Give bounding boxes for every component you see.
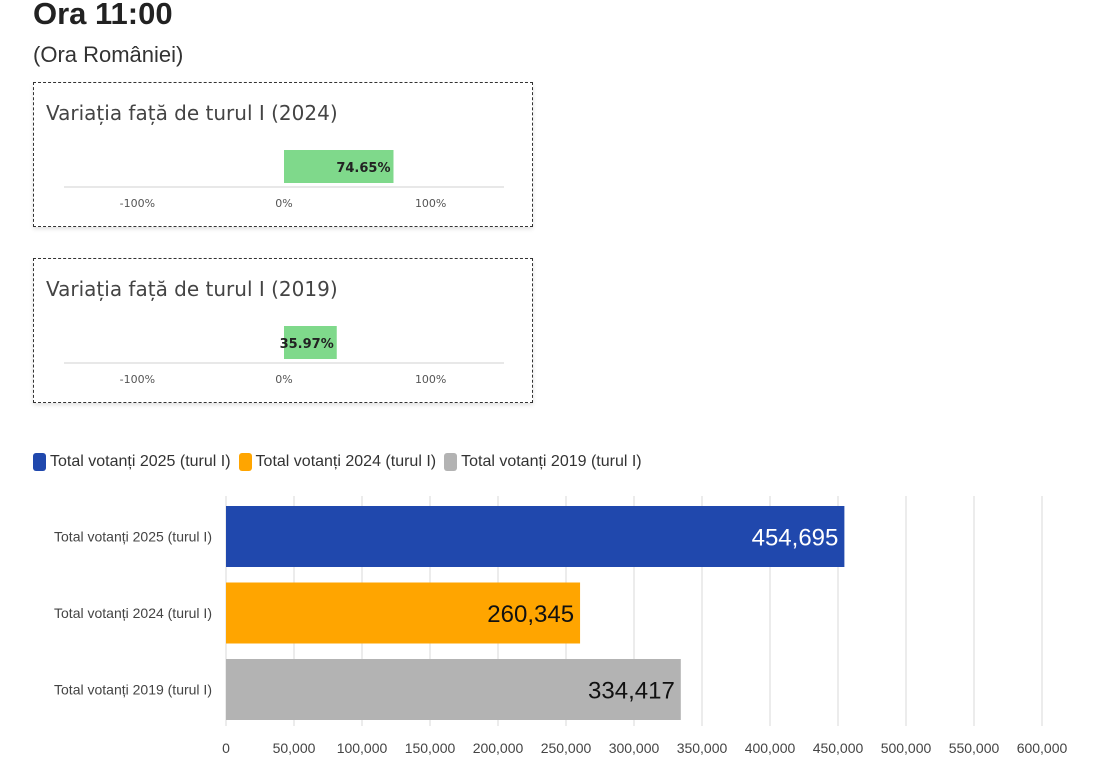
x-tick-label: 0% xyxy=(275,197,292,210)
bar-value-label: 334,417 xyxy=(588,678,675,705)
legend-swatch-2019 xyxy=(444,453,458,471)
variation-card-title: Variația față de turul I (2024) xyxy=(46,101,338,125)
bar-1 xyxy=(226,582,581,644)
variation-chart-2024: 74.65% -100% 0% 100% xyxy=(64,150,504,210)
legend-item-2019[interactable]: Total votanți 2019 (turul I) xyxy=(444,453,642,471)
x-tick-label: 0% xyxy=(275,373,292,386)
bar-0 xyxy=(226,506,845,567)
x-tick-label: -100% xyxy=(120,197,155,210)
variation-bar xyxy=(284,326,337,359)
y-category-label: Total votanți 2019 (turul I) xyxy=(54,682,212,698)
y-category-label: Total votanți 2025 (turul I) xyxy=(54,529,212,545)
x-tick-label: 100% xyxy=(415,197,446,210)
x-tick-label: 450,000 xyxy=(813,740,864,756)
x-tick-label: 250,000 xyxy=(541,740,592,756)
x-tick-label: 50,000 xyxy=(273,740,316,756)
x-tick-label: 600,000 xyxy=(1017,740,1068,756)
x-tick-label: 0 xyxy=(222,740,230,756)
x-tick-label: 100,000 xyxy=(337,740,388,756)
legend-label: Total votanți 2025 (turul I) xyxy=(50,453,231,470)
x-tick-label: 300,000 xyxy=(609,740,660,756)
page-title: Ora 11:00 xyxy=(33,0,173,31)
x-tick-label: 500,000 xyxy=(881,740,932,756)
y-category-label: Total votanți 2024 (turul I) xyxy=(54,605,212,621)
x-tick-label: 100% xyxy=(415,373,446,386)
x-tick-label: 400,000 xyxy=(745,740,796,756)
x-tick-label: 550,000 xyxy=(949,740,1000,756)
variation-card-2019: Variația față de turul I (2019) 35.97% -1… xyxy=(33,258,533,403)
page-subtitle: (Ora României) xyxy=(33,42,184,67)
legend-item-2025[interactable]: Total votanți 2025 (turul I) xyxy=(33,453,231,471)
chart-legend: Total votanți 2025 (turul I) Total votan… xyxy=(33,450,642,474)
bar-value-label: 35.97% xyxy=(280,337,334,352)
variation-bar xyxy=(284,150,394,183)
x-tick-label: -100% xyxy=(120,373,155,386)
bar-2 xyxy=(226,659,681,720)
legend-label: Total votanți 2019 (turul I) xyxy=(461,453,642,470)
bar-value-label: 74.65% xyxy=(336,161,390,176)
variation-card-2024: Variația față de turul I (2024) 74.65% -1… xyxy=(33,82,533,227)
legend-item-2024[interactable]: Total votanți 2024 (turul I) xyxy=(238,453,437,471)
x-tick-label: 200,000 xyxy=(473,740,524,756)
legend-label: Total votanți 2024 (turul I) xyxy=(255,453,437,470)
legend-swatch-2025 xyxy=(33,453,46,471)
x-tick-label: 350,000 xyxy=(677,740,728,756)
voters-bar-chart: Total votanți 2025 (turul I) 454,695 Total… xyxy=(54,496,1068,756)
bar-value-label: 260,345 xyxy=(487,601,574,628)
legend-swatch-2024 xyxy=(238,453,252,471)
variation-card-title: Variația față de turul I (2019) xyxy=(46,277,338,301)
bar-value-label: 454,695 xyxy=(752,525,839,552)
x-tick-label: 150,000 xyxy=(405,740,456,756)
variation-chart-2019: 35.97% -100% 0% 100% xyxy=(64,326,504,386)
